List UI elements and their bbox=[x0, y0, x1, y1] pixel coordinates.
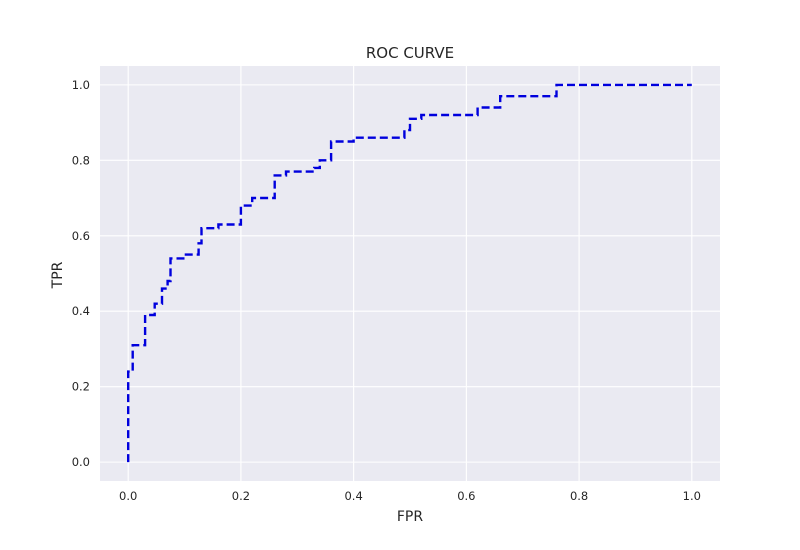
x-axis-label: FPR bbox=[397, 509, 423, 525]
chart-title: ROC CURVE bbox=[366, 44, 454, 62]
y-tick-label: 0.2 bbox=[72, 380, 90, 394]
y-tick-label: 0.4 bbox=[72, 304, 90, 318]
roc-curve-line bbox=[126, 83, 692, 463]
x-tick-label: 0.4 bbox=[344, 489, 362, 503]
x-tick-label: 0.6 bbox=[457, 489, 475, 503]
plot-background bbox=[100, 66, 720, 481]
y-axis-label: TPR bbox=[50, 261, 66, 289]
y-axis-ticks: 0.0 0.2 0.4 0.6 0.8 1.0 bbox=[72, 78, 90, 469]
y-tick-label: 0.0 bbox=[72, 455, 90, 469]
y-tick-label: 0.8 bbox=[72, 153, 90, 167]
y-tick-label: 0.6 bbox=[72, 229, 90, 243]
series-layer bbox=[126, 83, 692, 463]
x-axis-ticks: 0.0 0.2 0.4 0.6 0.8 1.0 bbox=[119, 489, 701, 503]
x-tick-label: 0.0 bbox=[119, 489, 137, 503]
x-tick-label: 0.2 bbox=[232, 489, 250, 503]
grid bbox=[100, 66, 720, 481]
x-tick-label: 1.0 bbox=[683, 489, 701, 503]
x-tick-label: 0.8 bbox=[570, 489, 588, 503]
y-tick-label: 1.0 bbox=[72, 78, 90, 92]
